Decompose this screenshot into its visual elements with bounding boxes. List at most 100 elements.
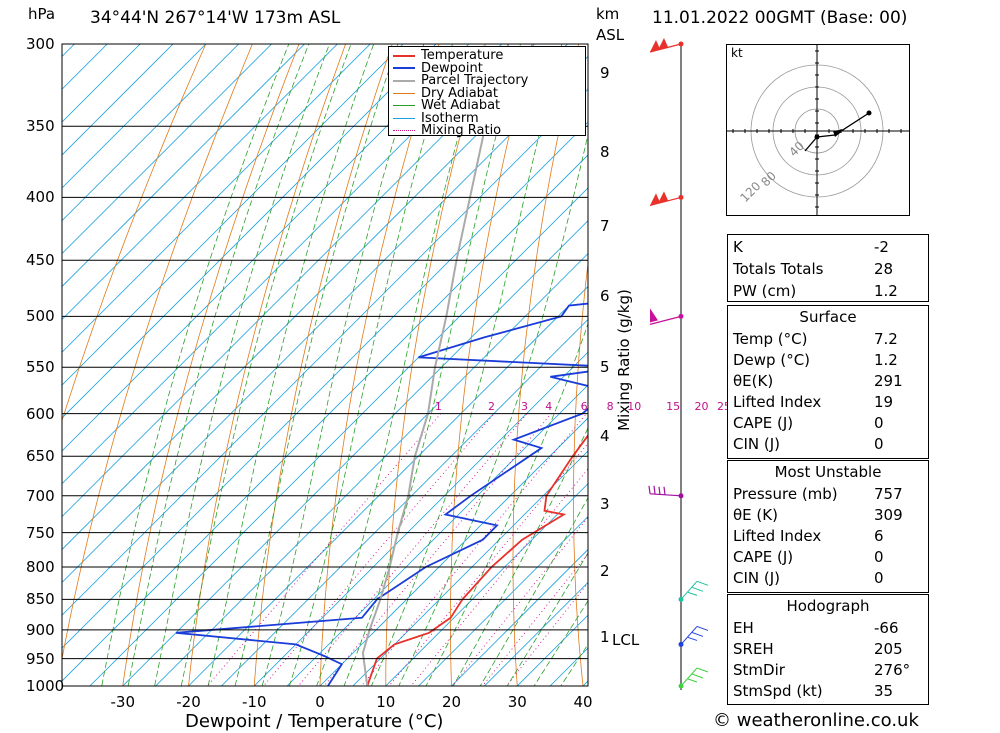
location-title: 34°44'N 267°14'W 173m ASL	[90, 8, 341, 28]
pressure-tick-800: 800	[26, 558, 55, 576]
wet-adiabat-line	[207, 44, 375, 686]
x-axis-title: Dewpoint / Temperature (°C)	[185, 711, 444, 732]
hodograph-table: Hodograph EH -66 SREH 205 StmDir 276° StmSp…	[727, 594, 929, 705]
isotherm-line	[62, 44, 141, 123]
dry-adiabat-line	[62, 44, 207, 422]
wet-adiabat-line	[316, 44, 485, 686]
isotherm-line	[0, 0, 161, 712]
isotherm-line	[62, 121, 588, 649]
wet-adiabat-line	[261, 44, 425, 686]
wind-barb-pennant	[650, 40, 660, 52]
wet-adiabat-line	[425, 322, 588, 686]
pressure-tick-650: 650	[26, 447, 55, 466]
wet-adiabat-line	[154, 44, 330, 686]
isotherm-line	[62, 44, 207, 189]
wet-adiabat-line	[452, 427, 588, 686]
pressure-tick-300: 300	[26, 35, 55, 53]
most-unstable-title: Most Unstable	[774, 463, 882, 481]
wind-barb	[680, 625, 709, 645]
height-tick-9: 9	[600, 64, 610, 82]
pressure-tick-550: 550	[26, 358, 55, 377]
wet-adiabat-line	[127, 44, 310, 686]
mixing-ratio-line	[206, 413, 442, 686]
pressure-tick-700: 700	[26, 486, 55, 505]
lcl-label: LCL	[612, 631, 640, 649]
dry-adiabat-line	[950, 0, 1000, 712]
pressure-tick-1000: 1000	[26, 677, 65, 695]
isotherm-line	[62, 44, 108, 90]
wet-adiabat-line	[343, 44, 521, 686]
mixing-ratio-label-6: 6	[580, 399, 588, 413]
dry-adiabat-line	[122, 44, 300, 686]
surface-table: Surface Temp (°C) 7.2 Dewp (°C) 1.2 θE(K) 2…	[727, 305, 929, 459]
indices-table: K -2 Totals Totals 28 PW (cm) 1.2	[727, 234, 929, 302]
legend-item-mixing-ratio: Mixing Ratio	[393, 123, 501, 138]
wind-barb	[680, 580, 709, 600]
mixing-ratio-line	[481, 552, 588, 686]
height-tick-4: 4	[600, 427, 610, 445]
hodograph-panel: kt 40 80 120	[726, 44, 910, 220]
mixing-ratio-label-20: 20	[694, 399, 709, 413]
isotherm-line	[62, 44, 273, 255]
mixing-ratio-label-8: 8	[606, 399, 614, 413]
pressure-tick-850: 850	[26, 590, 55, 609]
dry-adiabat-line	[632, 0, 698, 712]
isotherm-line	[62, 44, 371, 353]
wind-barb-pennant	[650, 193, 660, 206]
pressure-tick-750: 750	[26, 523, 55, 542]
copyright-footer: © weatheronline.co.uk	[713, 710, 919, 731]
legend-item-isotherm: Isotherm	[393, 111, 479, 126]
height-tick-5: 5	[600, 358, 610, 376]
temperature-tick-30: 30	[507, 693, 527, 711]
wind-barb	[648, 485, 682, 497]
most-unstable-table: Most Unstable Pressure (mb) 757 θE (K) 309…	[727, 460, 929, 593]
height-tick-3: 3	[600, 495, 610, 513]
pressure-tick-400: 400	[26, 188, 55, 207]
series-line-dewpoint	[175, 302, 588, 686]
datetime-title: 11.01.2022 00GMT (Base: 00)	[652, 8, 908, 28]
pressure-gridlines	[62, 43, 588, 687]
wind-barb-pennant	[658, 38, 668, 50]
isotherm-line	[319, 417, 588, 686]
pressure-tick-500: 500	[26, 307, 55, 326]
height-tick-6: 6	[600, 287, 610, 305]
hodograph-plot	[727, 45, 909, 220]
wet-adiabat-line	[101, 44, 290, 686]
isotherm-line	[0, 0, 128, 712]
isotherm-line	[89, 187, 588, 686]
pressure-tick-900: 900	[26, 620, 55, 639]
temperature-tick--30: -30	[110, 693, 136, 711]
legend-item-parcel: Parcel Trajectory	[393, 73, 528, 88]
wet-adiabat-line	[533, 600, 588, 686]
hodograph-trace	[804, 112, 870, 152]
legend-item-dry-adiabat: Dry Adiabat	[393, 86, 498, 101]
hodograph-unit: kt	[731, 46, 743, 60]
wet-adiabat-line	[506, 552, 588, 686]
isotherm-line	[62, 55, 588, 583]
isotherm-line	[385, 483, 588, 686]
hodograph-point	[814, 134, 820, 140]
isotherm-line	[286, 384, 588, 686]
temperature-tick--20: -20	[176, 693, 201, 711]
pressure-unit-label: hPa	[28, 5, 56, 23]
dry-adiabat-line	[573, 260, 588, 686]
legend-item-temperature: Temperature	[393, 48, 503, 63]
chart-legend: Temperature Dewpoint Parcel Trajectory D…	[388, 46, 586, 138]
km-label: km	[596, 5, 620, 23]
surface-title: Surface	[799, 308, 857, 326]
mixing-ratio-line	[451, 516, 588, 686]
mixing-ratio-line	[410, 468, 588, 686]
asl-label: ASL	[596, 26, 625, 44]
pressure-tick-450: 450	[26, 251, 55, 270]
height-tick-7: 7	[600, 217, 610, 235]
isotherm-line	[253, 351, 588, 686]
isotherm-line	[352, 450, 588, 686]
wind-barbs	[648, 38, 709, 689]
isotherm-line	[155, 253, 588, 686]
mixing-ratio-label-4: 4	[545, 399, 553, 413]
hodograph-point	[866, 110, 872, 116]
wind-barb-pennant	[650, 308, 658, 323]
isotherm-line	[62, 44, 174, 156]
isotherm-line	[450, 548, 588, 686]
